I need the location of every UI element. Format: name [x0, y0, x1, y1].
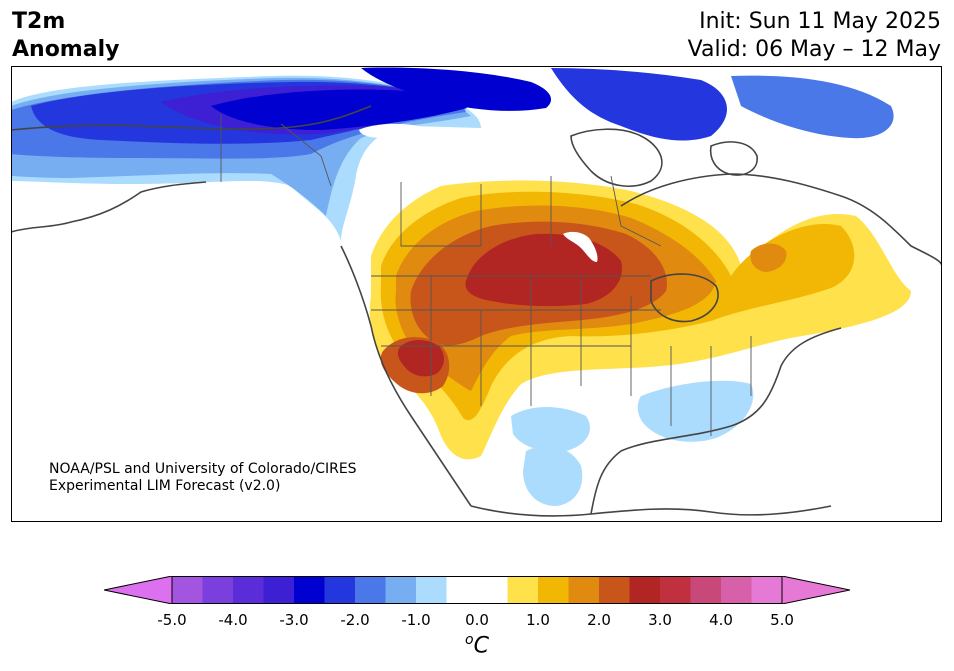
cold-anomaly-core	[211, 89, 467, 130]
cool-anomaly-texas	[511, 407, 590, 452]
colorbar-bin-8	[416, 576, 447, 604]
map-canvas	[10, 66, 943, 522]
coastlines	[10, 105, 943, 517]
colorbar-tick-label: -3.0	[279, 611, 309, 629]
cool-anomaly-mexico	[523, 446, 583, 506]
colorbar-bin-6	[355, 576, 386, 604]
map-dates: Init: Sun 11 May 2025 Valid: 06 May – 12…	[688, 8, 941, 64]
map-border	[11, 66, 942, 522]
title-anomaly: Anomaly	[12, 37, 120, 62]
colorbar-tick-label: 2.0	[587, 611, 611, 629]
colorbar-bin-7	[385, 576, 417, 604]
colorbar-bin-5	[324, 576, 356, 604]
colorbar-tick-label: -1.0	[401, 611, 431, 629]
colorbar-bin-10	[507, 576, 539, 604]
colorbar-bin-12	[568, 576, 600, 604]
colorbar-bin-18	[751, 576, 783, 604]
arctic-lake	[359, 123, 420, 138]
colorbar-bins	[172, 576, 783, 604]
map-title: T2m Anomaly	[12, 8, 119, 64]
colorbar-bin-11	[538, 576, 569, 604]
colorbar-unit: oC	[465, 632, 489, 658]
colorbar-bin-15	[660, 576, 691, 604]
colorbar-tick-label: 5.0	[770, 611, 794, 629]
colorbar-tick-label: 0.0	[465, 611, 489, 629]
colorbar-bin-13	[599, 576, 630, 604]
greenland-cold	[731, 75, 894, 139]
arctic-east-cold	[551, 68, 728, 141]
colorbar	[104, 576, 850, 604]
arctic-islands-cold	[361, 67, 551, 111]
credit-line-1: NOAA/PSL and University of Colorado/CIRE…	[49, 461, 357, 477]
credit-text: NOAA/PSL and University of Colorado/CIRE…	[49, 461, 357, 495]
colorbar-bin-17	[721, 576, 752, 604]
colorbar-bin-16	[690, 576, 722, 604]
colorbar-bin-2	[233, 576, 264, 604]
colorbar-tick-label: 3.0	[648, 611, 672, 629]
anomaly-map	[10, 66, 943, 522]
warm-anomaly-red-plains	[465, 233, 622, 307]
colorbar-outline	[171, 576, 783, 604]
colorbar-tick-label: 1.0	[526, 611, 550, 629]
colorbar-bin-14	[629, 576, 661, 604]
valid-range: Valid: 06 May – 12 May	[687, 37, 941, 62]
unit-degree: o	[465, 632, 474, 648]
unit-celsius: C	[473, 633, 489, 659]
colorbar-bin-4	[294, 576, 325, 604]
political-boundaries	[220, 114, 752, 436]
colorbar-tick-label: -5.0	[157, 611, 187, 629]
hudson-bay-lake	[563, 231, 598, 262]
colorbar-bin-9	[446, 576, 508, 604]
colorbar-tick-labels: -5.0 -4.0 -3.0 -2.0 -1.0 0.0 1.0 2.0 3.0 4.0 5.0	[0, 611, 954, 631]
colorbar-tick-label: -2.0	[340, 611, 370, 629]
colorbar-tick-label: -4.0	[218, 611, 248, 629]
title-variable: T2m	[12, 9, 66, 34]
colorbar-above-arrow	[781, 576, 850, 604]
warm-anomaly-quebec	[750, 243, 787, 272]
colorbar-bin-1	[202, 576, 234, 604]
colorbar-below-arrow	[104, 576, 173, 604]
cool-anomaly-southeast	[637, 380, 754, 442]
credit-line-2: Experimental LIM Forecast (v2.0)	[49, 478, 281, 494]
colorbar-tick-label: 4.0	[709, 611, 733, 629]
init-date: Init: Sun 11 May 2025	[699, 9, 941, 34]
colorbar-bin-0	[172, 576, 203, 604]
warm-anomaly-red-southwest	[397, 340, 445, 377]
colorbar-bin-3	[263, 576, 295, 604]
